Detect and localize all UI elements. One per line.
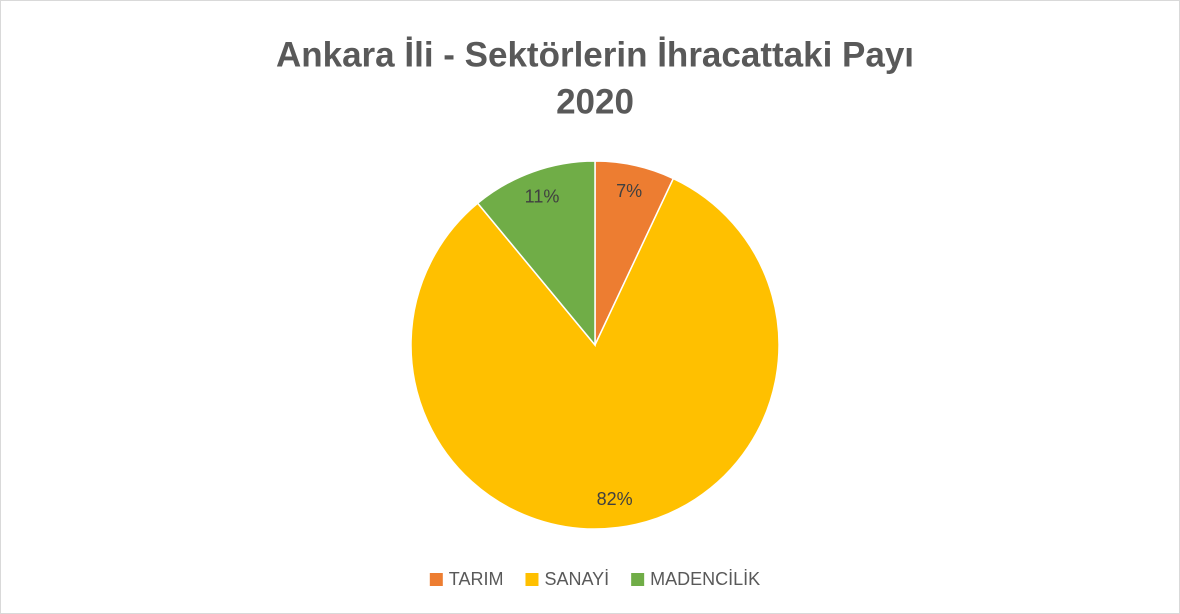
legend-swatch — [631, 573, 645, 586]
legend-label: SANAYİ — [544, 569, 609, 589]
legend-swatch — [525, 573, 539, 586]
chart-title: 2020 — [556, 82, 634, 121]
data-label: 7% — [616, 181, 642, 201]
chart-title: Ankara İli - Sektörlerin İhracattaki Pay… — [276, 35, 914, 74]
legend-swatch — [429, 573, 443, 586]
data-label: 11% — [525, 187, 560, 207]
pie-slice — [410, 177, 780, 530]
legend-label: MADENCİLİK — [650, 569, 760, 589]
pie-slice — [476, 160, 596, 348]
legend-label: TARIM — [449, 569, 504, 589]
data-label: 82% — [597, 489, 633, 509]
